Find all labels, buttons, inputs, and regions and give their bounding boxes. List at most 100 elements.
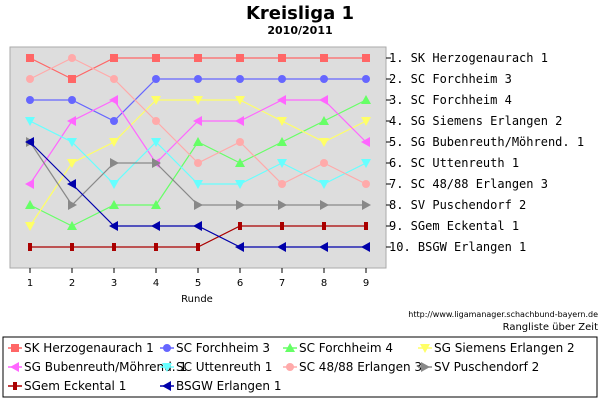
data-point	[112, 243, 116, 251]
x-tick-label: 6	[237, 278, 243, 289]
data-point	[235, 180, 245, 189]
data-point	[235, 242, 244, 252]
x-tick-label: 4	[153, 278, 159, 289]
data-point	[236, 75, 244, 83]
data-point	[193, 180, 203, 189]
legend-label: SGem Eckental 1	[24, 379, 126, 393]
data-point	[26, 75, 34, 83]
legend-label: SG Siemens Erlangen 2	[434, 341, 575, 355]
data-point	[109, 138, 119, 147]
data-point	[235, 96, 245, 105]
legend-marker	[285, 343, 295, 352]
data-point	[319, 138, 329, 147]
data-point	[236, 54, 244, 62]
data-point	[235, 116, 244, 126]
chart-title: Kreisliga 1	[246, 3, 354, 24]
data-point	[319, 116, 329, 125]
data-point	[67, 116, 76, 126]
rank-label: 5. SG Bubenreuth/Möhrend. 1	[389, 135, 584, 149]
data-point	[278, 180, 286, 188]
series-layer	[25, 54, 371, 252]
data-point	[110, 158, 119, 168]
data-point	[151, 138, 161, 147]
legend-marker	[420, 344, 430, 353]
x-axis-label: Runde	[181, 294, 213, 305]
data-point	[151, 221, 160, 231]
legend-label: SC Forchheim 3	[176, 341, 270, 355]
chart-subtitle: 2010/2011	[267, 24, 332, 37]
data-point	[109, 180, 119, 189]
data-point	[280, 222, 284, 230]
legend-marker	[421, 362, 430, 372]
data-point	[277, 117, 287, 126]
data-point	[238, 222, 242, 230]
data-point	[277, 159, 287, 168]
legend-item: SV Puschendorf 2	[418, 360, 539, 374]
rank-label: 1. SK Herzogenaurach 1	[389, 51, 548, 65]
rank-label: 3. SC Forchheim 4	[389, 93, 512, 107]
data-point	[154, 243, 158, 251]
data-point	[110, 117, 118, 125]
data-point	[152, 158, 161, 168]
data-point	[193, 137, 203, 146]
series-sc-48-88-erlangen-3	[26, 54, 370, 188]
legend-label: BSGW Erlangen 1	[176, 379, 281, 393]
data-point	[28, 243, 32, 251]
data-point	[361, 242, 370, 252]
legend-item: SC Uttenreuth 1	[160, 360, 272, 374]
data-point	[361, 95, 371, 104]
data-point	[362, 75, 370, 83]
series-bsgw-erlangen-1	[25, 137, 370, 252]
data-point	[68, 200, 77, 210]
data-point	[25, 200, 35, 209]
legend-marker	[10, 362, 19, 372]
data-point	[361, 137, 370, 147]
data-point	[320, 54, 328, 62]
data-point	[194, 200, 203, 210]
data-point	[194, 75, 202, 83]
data-point	[362, 180, 370, 188]
footer-label: Rangliste über Zeit	[503, 322, 598, 333]
data-point	[320, 75, 328, 83]
data-point	[70, 243, 74, 251]
legend-item: SC Forchheim 3	[160, 341, 270, 355]
data-point	[364, 222, 368, 230]
data-point	[196, 243, 200, 251]
data-point	[67, 138, 77, 147]
data-point	[109, 200, 119, 209]
rank-label: 9. SGem Eckental 1	[389, 219, 519, 233]
data-point	[193, 221, 202, 231]
data-point	[278, 75, 286, 83]
data-point	[322, 222, 326, 230]
legend-marker	[286, 363, 294, 371]
data-point	[25, 137, 34, 147]
data-point	[194, 159, 202, 167]
series-sc-uttenreuth-1	[25, 117, 371, 189]
data-point	[361, 117, 371, 126]
data-point	[26, 54, 34, 62]
data-point	[151, 200, 161, 209]
legend-item: SK Herzogenaurach 1	[8, 341, 154, 355]
data-point	[320, 200, 329, 210]
data-point	[319, 242, 328, 252]
legend-label: SC 48/88 Erlangen 3	[299, 360, 422, 374]
data-point	[25, 222, 35, 231]
series-sgem-eckental-1	[28, 222, 368, 251]
plot-area	[9, 46, 387, 269]
rank-label: 2. SC Forchheim 3	[389, 72, 512, 86]
data-point	[152, 75, 160, 83]
data-point	[152, 54, 160, 62]
legend-item: SC Forchheim 4	[283, 341, 393, 355]
rank-label: 10. BSGW Erlangen 1	[389, 240, 526, 254]
series-sc-forchheim-3	[26, 75, 370, 125]
legend-marker	[13, 382, 17, 390]
data-point	[277, 137, 287, 146]
data-point	[152, 117, 160, 125]
data-point	[277, 95, 286, 105]
source-url: http://www.ligamanager.schachbund-bayern…	[408, 310, 598, 319]
legend-label: SC Uttenreuth 1	[176, 360, 272, 374]
legend-label: SC Forchheim 4	[299, 341, 393, 355]
legend-item: SC 48/88 Erlangen 3	[283, 360, 422, 374]
legend: SK Herzogenaurach 1 SC Forchheim 3 SC Forc…	[8, 341, 575, 393]
x-axis: 1 2 3 4 5 6 7 8 9	[27, 268, 369, 289]
